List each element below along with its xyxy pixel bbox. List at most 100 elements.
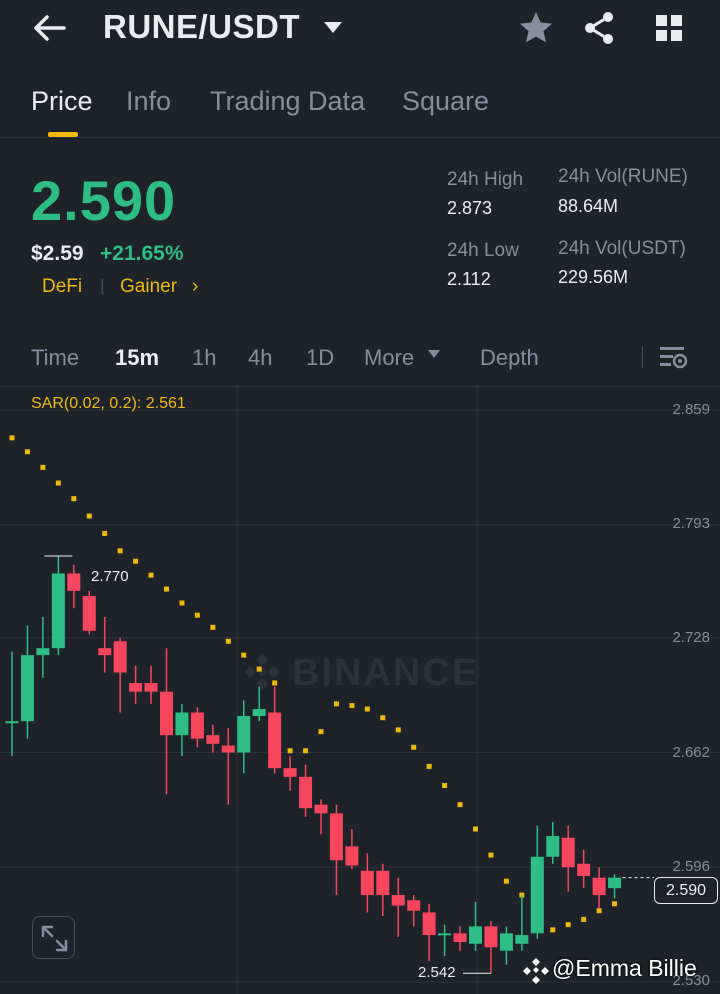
- sar-dot: [256, 666, 262, 672]
- vol-base-value: 88.64M: [558, 196, 619, 216]
- candle: [561, 825, 575, 892]
- low-marker-label: 2.542: [418, 964, 456, 981]
- sar-dot: [581, 916, 587, 922]
- sar-dot: [364, 706, 370, 712]
- candle: [129, 665, 143, 704]
- author-watermark: @Emma Billie: [552, 955, 697, 981]
- sar-dot: [148, 572, 154, 578]
- sar-dot: [596, 908, 602, 914]
- candle: [5, 651, 19, 756]
- candle-body: [36, 648, 50, 656]
- candle-body: [345, 846, 359, 866]
- sar-dot: [457, 802, 463, 808]
- sar-dot: [117, 548, 123, 554]
- sar-dot: [86, 513, 92, 519]
- tag-gainer[interactable]: Gainer: [120, 276, 178, 297]
- candle-body: [469, 926, 482, 944]
- share-icon[interactable]: [580, 8, 620, 48]
- interval-bar: Time 15m 1h 4h 1D More Depth: [0, 336, 720, 382]
- candle-body: [329, 813, 343, 861]
- y-tick: 2.859: [672, 401, 710, 418]
- interval-1d[interactable]: 1D: [306, 345, 335, 370]
- chart-area[interactable]: [0, 386, 720, 994]
- vol-quote-value: 229.56M: [558, 267, 629, 287]
- sar-dots: [9, 435, 618, 933]
- tab-square[interactable]: Square: [402, 86, 490, 116]
- y-tick: 2.662: [672, 744, 710, 761]
- candle-body: [592, 877, 606, 896]
- main-tabs: Price Info Trading Data Square: [0, 80, 720, 138]
- candle-body: [20, 655, 34, 722]
- candle-body: [546, 835, 560, 857]
- usd-price: $2.59: [31, 242, 84, 265]
- interval-depth[interactable]: Depth: [480, 345, 539, 370]
- candle: [407, 895, 421, 927]
- candle-body: [530, 856, 544, 934]
- candle-body: [561, 837, 575, 868]
- top-bar: RUNE/USDT: [0, 0, 720, 60]
- candle-body: [190, 712, 204, 739]
- more-caret-icon[interactable]: [427, 348, 441, 360]
- sar-dot: [102, 530, 108, 536]
- caret-down-icon[interactable]: [322, 18, 344, 38]
- tab-price[interactable]: Price: [31, 86, 93, 116]
- sar-dot: [164, 586, 169, 592]
- candle: [51, 556, 65, 656]
- expand-chart-button[interactable]: [32, 916, 75, 959]
- chart-settings-icon[interactable]: [656, 342, 688, 372]
- high-value: 2.873: [447, 198, 493, 218]
- candle: [484, 921, 498, 974]
- candlestick-chart[interactable]: [0, 386, 720, 994]
- candle-body: [252, 709, 266, 716]
- grid-icon[interactable]: [650, 8, 690, 48]
- pair-title[interactable]: RUNE/USDT: [103, 8, 301, 45]
- back-arrow-icon[interactable]: [30, 8, 74, 48]
- candle-body: [499, 933, 513, 951]
- sar-dot: [550, 927, 556, 933]
- tab-info[interactable]: Info: [126, 86, 172, 116]
- chart-grid: [0, 386, 720, 994]
- sar-dot: [179, 600, 185, 606]
- candle: [608, 874, 622, 899]
- candle: [299, 764, 313, 817]
- sar-dot: [473, 826, 478, 832]
- y-tick: 2.728: [672, 629, 710, 646]
- candle: [577, 849, 591, 889]
- sar-dot: [612, 901, 618, 907]
- interval-15m[interactable]: 15m: [115, 345, 160, 370]
- sar-dot: [565, 922, 571, 928]
- tab-trading-data[interactable]: Trading Data: [210, 86, 366, 116]
- candle-body: [206, 735, 220, 744]
- high-label: 24h High: [447, 169, 524, 190]
- candle: [592, 867, 606, 909]
- candle-body: [314, 804, 328, 814]
- candle: [530, 825, 544, 939]
- candle: [329, 804, 343, 896]
- interval-divider: [642, 346, 643, 368]
- candle-body: [608, 877, 622, 889]
- interval-1h[interactable]: 1h: [192, 345, 217, 370]
- candle-body: [376, 870, 390, 896]
- candle-body: [98, 648, 112, 656]
- star-icon[interactable]: [516, 8, 556, 48]
- sar-dot: [287, 748, 293, 754]
- interval-time[interactable]: Time: [31, 345, 80, 370]
- candle: [391, 877, 405, 937]
- sar-dot: [272, 680, 278, 686]
- vol-base-label: 24h Vol(RUNE): [558, 166, 688, 187]
- interval-4h[interactable]: 4h: [248, 345, 273, 370]
- high-marker-label: 2.770: [91, 568, 129, 585]
- sar-dot: [442, 783, 448, 789]
- sar-dot: [225, 638, 231, 644]
- binance-watermark-logo: [244, 654, 280, 690]
- chevron-right-icon[interactable]: ›: [192, 276, 199, 297]
- candle: [36, 616, 50, 678]
- candle: [453, 926, 467, 951]
- candle: [113, 637, 127, 713]
- tag-defi[interactable]: DeFi: [42, 276, 83, 297]
- candle-body: [113, 641, 127, 673]
- interval-more[interactable]: More: [364, 345, 415, 370]
- candle-body: [160, 691, 173, 736]
- binance-logo-icon: [523, 958, 549, 984]
- watermark: BINANCE: [292, 652, 480, 694]
